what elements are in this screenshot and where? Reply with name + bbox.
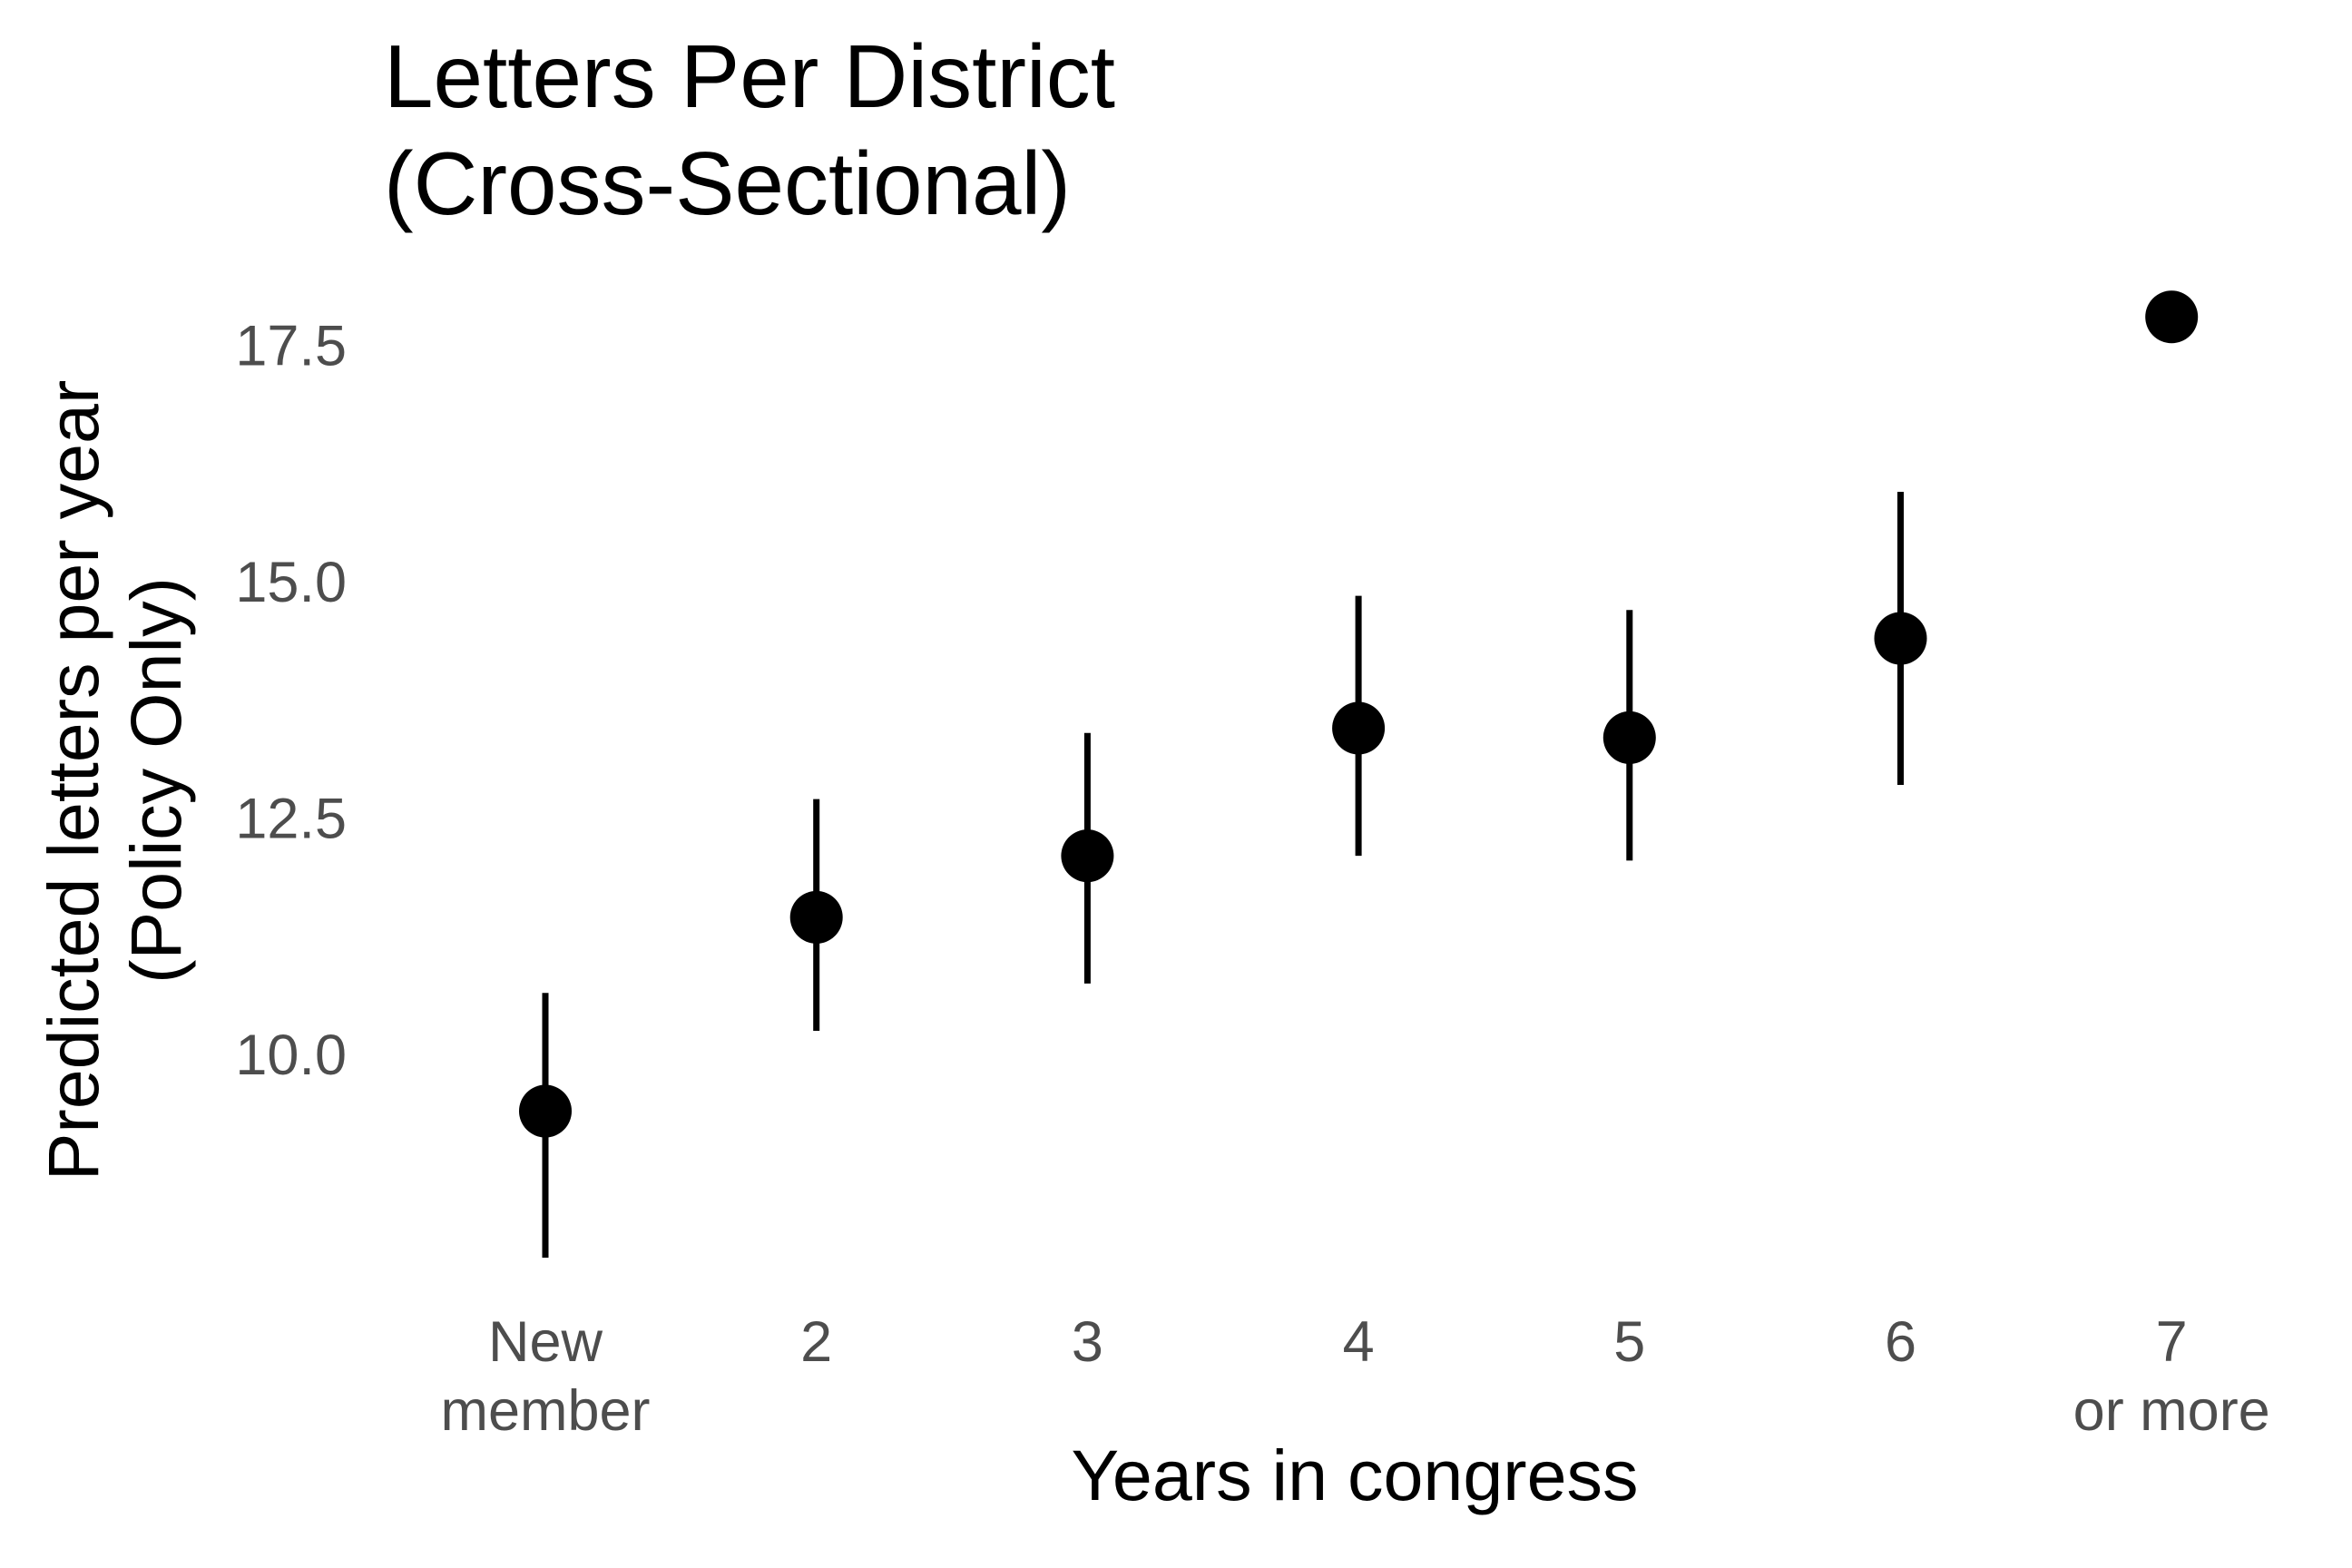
- x-tick-label: 6: [1885, 1310, 1916, 1374]
- x-tick-label: or more: [2073, 1379, 2270, 1443]
- x-tick-label: 4: [1343, 1310, 1375, 1374]
- y-axis-title: Predicted letters per year (Policy Only): [33, 380, 196, 1181]
- y-tick-label: 12.5: [235, 788, 347, 851]
- y-tick-label: 17.5: [235, 315, 347, 378]
- x-axis-title: Years in congress: [1071, 1435, 1638, 1515]
- data-point: [2145, 290, 2199, 344]
- chart-title-line: (Cross-Sectional): [384, 133, 1071, 233]
- y-axis-title-line: (Policy Only): [115, 577, 196, 984]
- data-point: [519, 1084, 572, 1138]
- x-tick-label: 5: [1613, 1310, 1645, 1374]
- x-tick-label: member: [440, 1379, 650, 1443]
- data-point: [1874, 612, 1927, 665]
- x-tick-label: 3: [1072, 1310, 1103, 1374]
- chart-title: Letters Per District(Cross-Sectional): [384, 26, 1115, 233]
- y-tick-label: 15.0: [235, 551, 347, 614]
- x-tick-label: New: [488, 1310, 603, 1374]
- data-point: [1332, 701, 1386, 755]
- x-tick-label: 2: [800, 1310, 832, 1374]
- x-tick-label: 7: [2156, 1310, 2188, 1374]
- y-axis-title-line: Predicted letters per year: [33, 380, 113, 1181]
- data-point: [789, 890, 843, 944]
- plot-marks: [519, 290, 2199, 1259]
- y-axis-ticks: 10.0 12.5 15.0 17.5: [235, 315, 347, 1088]
- data-point: [1061, 829, 1114, 883]
- data-point: [1602, 710, 1656, 764]
- y-tick-label: 10.0: [235, 1024, 347, 1087]
- chart-title-line: Letters Per District: [384, 26, 1115, 126]
